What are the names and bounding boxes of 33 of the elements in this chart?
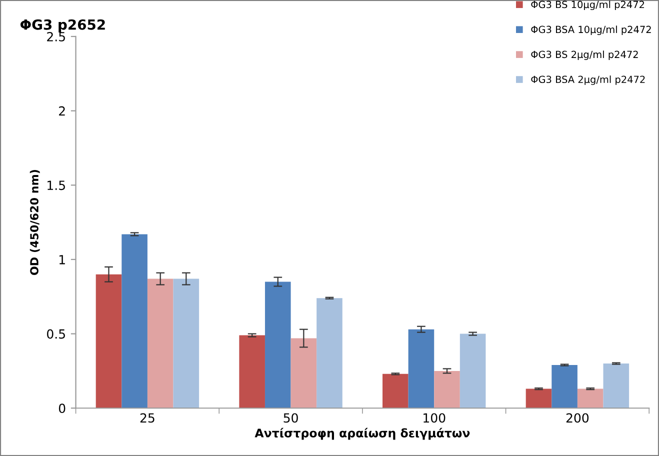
bar [577, 388, 604, 408]
bar [239, 335, 265, 408]
y-tick-label: 0.5 [47, 329, 65, 339]
y-axis-title: OD (450/620 nm) [30, 170, 40, 275]
y-tick-label: 1 [59, 255, 65, 264]
bar [290, 338, 317, 408]
x-tick-label: 25 [140, 413, 154, 423]
bar [408, 329, 434, 408]
bar [264, 282, 291, 408]
x-tick-label: 50 [284, 413, 298, 423]
bar [316, 298, 342, 408]
bar [603, 364, 630, 408]
bar [526, 388, 552, 408]
y-tick-label: 0 [58, 404, 66, 414]
bar [147, 278, 174, 408]
y-tick-label: 2 [59, 106, 65, 116]
y-tick-label: 2.5 [47, 32, 65, 42]
bar [434, 370, 460, 408]
bar [96, 274, 122, 408]
legend-label: ΦG3 BSA 2μg/ml p2472 [531, 76, 645, 85]
legend-label: ΦG3 BSA 10μg/ml p2472 [531, 26, 651, 36]
y-tick-label: 1.5 [48, 180, 65, 190]
chart-title: ΦG3 p2652 [20, 19, 105, 33]
x-tick-label: 100 [424, 413, 446, 423]
bar [552, 365, 578, 408]
x-tick-label: 200 [566, 413, 589, 423]
bar [382, 374, 408, 408]
x-axis-title: Αντίστροφη αραίωση δειγμάτων [254, 428, 470, 440]
legend-label: ΦG3 BS 10μg/ml p2472 [531, 0, 644, 10]
bar [173, 278, 200, 408]
bar [460, 334, 486, 408]
bar [122, 234, 148, 408]
legend-label: ΦG3 BS 2μg/ml p2472 [531, 50, 638, 60]
